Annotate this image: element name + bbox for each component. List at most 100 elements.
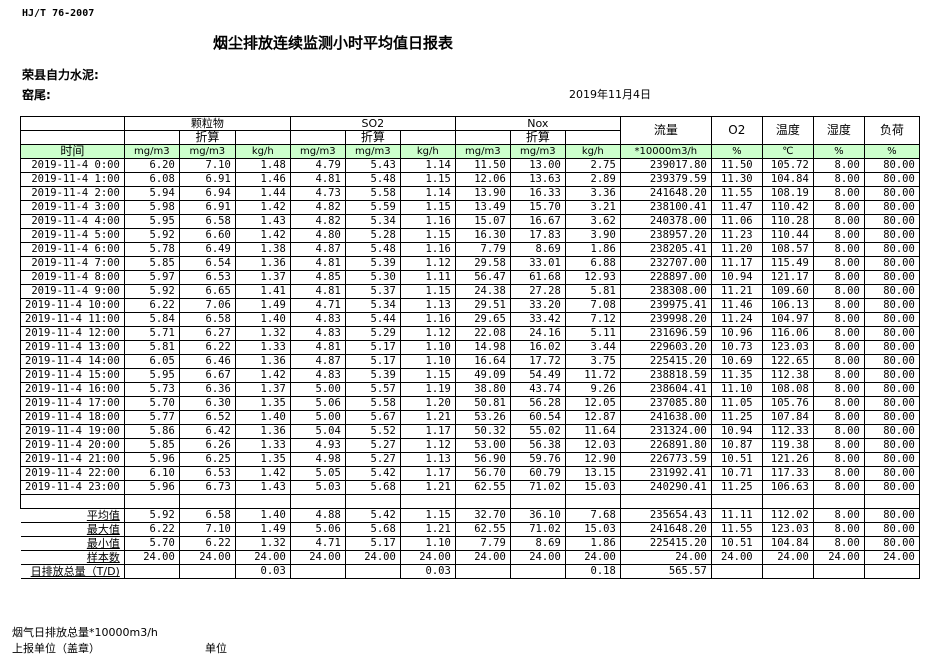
time-cell: 2019-11-4 17:00 [20, 396, 125, 411]
value-cell: 8.00 [812, 214, 865, 229]
value-cell: 1.42 [234, 200, 291, 215]
value-cell: 5.29 [344, 326, 401, 341]
empty-cell [399, 494, 456, 509]
value-cell: 10.96 [710, 326, 763, 341]
value-cell: 5.96 [123, 480, 180, 495]
value-cell: 11.72 [564, 368, 621, 383]
value-cell: 4.81 [289, 284, 346, 299]
value-cell: 1.42 [234, 466, 291, 481]
value-cell [454, 564, 511, 579]
value-cell: 4.93 [289, 438, 346, 453]
value-cell: 231324.00 [619, 424, 712, 439]
value-cell: 11.17 [710, 256, 763, 271]
value-cell: 7.10 [178, 158, 236, 173]
time-header: 时间 [20, 144, 125, 159]
value-cell: 24.00 [509, 550, 566, 565]
value-cell: 1.15 [399, 368, 456, 383]
value-cell: 1.36 [234, 424, 291, 439]
converted-label: 折算 [509, 130, 566, 145]
value-cell: 8.00 [812, 368, 865, 383]
value-cell: 1.49 [234, 298, 291, 313]
value-cell: 6.73 [178, 480, 236, 495]
value-cell: 4.81 [289, 340, 346, 355]
value-cell: 33.20 [509, 298, 566, 313]
value-cell: 5.48 [344, 242, 401, 257]
value-cell: 80.00 [863, 480, 920, 495]
table-row: 2019-11-4 0:00 6.20 7.10 1.48 4.79 5.43 1.14 11… [20, 158, 920, 173]
value-cell: 56.70 [454, 466, 511, 481]
value-cell: 24.00 [863, 550, 920, 565]
value-cell: 6.22 [123, 298, 180, 313]
value-cell: 62.55 [454, 480, 511, 495]
value-cell: 1.33 [234, 340, 291, 355]
value-cell: 61.68 [509, 270, 566, 285]
value-cell: 24.00 [619, 550, 712, 565]
value-cell: 80.00 [863, 536, 920, 551]
value-cell: 6.25 [178, 452, 236, 467]
value-cell: 5.42 [344, 466, 401, 481]
value-cell: 8.00 [812, 256, 865, 271]
value-cell: 80.00 [863, 410, 920, 425]
unit-header: kg/h [399, 144, 456, 159]
value-cell: 4.80 [289, 228, 346, 243]
header-blank [123, 130, 180, 145]
value-cell: 6.05 [123, 354, 180, 369]
value-cell: 5.17 [344, 354, 401, 369]
value-cell: 1.42 [234, 368, 291, 383]
value-cell: 116.06 [761, 326, 814, 341]
value-cell: 1.15 [399, 508, 456, 523]
time-cell: 2019-11-4 16:00 [20, 382, 125, 397]
value-cell: 1.37 [234, 382, 291, 397]
value-cell: 5.92 [123, 508, 180, 523]
value-cell: 1.40 [234, 508, 291, 523]
value-cell: 55.02 [509, 424, 566, 439]
value-cell: 228897.00 [619, 270, 712, 285]
unit-header: mg/m3 [123, 144, 180, 159]
empty-cell [710, 494, 763, 509]
value-cell: 3.36 [564, 186, 621, 201]
value-cell: 10.51 [710, 452, 763, 467]
value-cell: 105.72 [761, 158, 814, 173]
value-cell: 5.71 [123, 326, 180, 341]
header-temperature: 温度 [761, 116, 814, 145]
value-cell: 3.44 [564, 340, 621, 355]
value-cell: 1.12 [399, 438, 456, 453]
value-cell: 80.00 [863, 284, 920, 299]
value-cell: 13.15 [564, 466, 621, 481]
value-cell: 80.00 [863, 508, 920, 523]
value-cell: 11.10 [710, 382, 763, 397]
value-cell: 16.33 [509, 186, 566, 201]
value-cell: 106.63 [761, 480, 814, 495]
value-cell: 7.79 [454, 242, 511, 257]
table-row: 2019-11-4 22:00 6.10 6.53 1.42 5.05 5.42 1.17 5… [20, 466, 920, 481]
value-cell: 8.00 [812, 284, 865, 299]
value-cell: 5.05 [289, 466, 346, 481]
value-cell: 4.79 [289, 158, 346, 173]
header-blank [20, 130, 125, 145]
value-cell [178, 564, 236, 579]
value-cell: 238957.20 [619, 228, 712, 243]
summary-row: 最小值 5.70 6.22 1.32 4.71 5.17 1.10 7.79 8.69 1.86 2… [20, 536, 920, 551]
value-cell: 0.03 [399, 564, 456, 579]
value-cell: 8.00 [812, 228, 865, 243]
value-cell: 11.05 [710, 396, 763, 411]
report-title: 烟尘排放连续监测小时平均值日报表 [213, 34, 454, 52]
value-cell: 6.58 [178, 312, 236, 327]
value-cell: 5.58 [344, 186, 401, 201]
value-cell: 239998.20 [619, 312, 712, 327]
value-cell: 112.33 [761, 424, 814, 439]
value-cell: 1.44 [234, 186, 291, 201]
value-cell: 5.84 [123, 312, 180, 327]
value-cell: 7.68 [564, 508, 621, 523]
empty-cell [20, 494, 125, 509]
value-cell: 5.37 [344, 284, 401, 299]
summary-row: 最大值 6.22 7.10 1.49 5.06 5.68 1.21 62.55 71.02 15.… [20, 522, 920, 537]
value-cell: 241638.00 [619, 410, 712, 425]
value-cell: 104.84 [761, 172, 814, 187]
table-row: 2019-11-4 20:00 5.85 6.26 1.33 4.93 5.27 1.12 5… [20, 438, 920, 453]
value-cell: 29.65 [454, 312, 511, 327]
value-cell: 4.87 [289, 354, 346, 369]
group-header-particulate: 颗粒物 [123, 116, 291, 131]
value-cell: 1.16 [399, 214, 456, 229]
unit-header: mg/m3 [344, 144, 401, 159]
